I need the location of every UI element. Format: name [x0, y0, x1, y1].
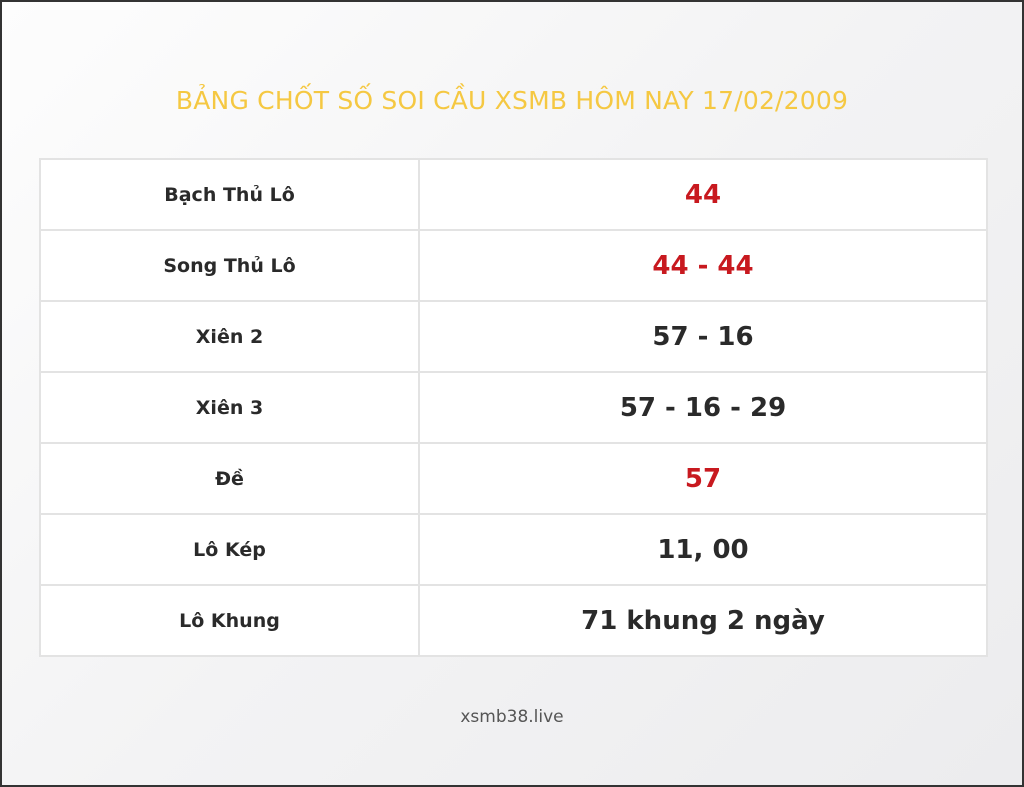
row-value: 71 khung 2 ngày: [418, 584, 988, 657]
row-label: Đề: [39, 442, 420, 515]
row-label: Xiên 3: [39, 371, 420, 444]
row-value: 44 - 44: [418, 229, 988, 302]
page-title: BẢNG CHỐT SỐ SOI CẦU XSMB HÔM NAY 17/02/…: [175, 86, 849, 115]
row-value: 57 - 16: [418, 300, 988, 373]
table-row: Xiên 3 57 - 16 - 29: [39, 371, 988, 444]
table-row: Song Thủ Lô 44 - 44: [39, 229, 988, 302]
row-label: Bạch Thủ Lô: [39, 158, 420, 231]
table-row: Đề 57: [39, 442, 988, 515]
row-value: 57 - 16 - 29: [418, 371, 988, 444]
table-row: Xiên 2 57 - 16: [39, 300, 988, 373]
row-value: 57: [418, 442, 988, 515]
site-footer: xsmb38.live: [460, 707, 564, 727]
row-label: Lô Kép: [39, 513, 420, 586]
row-value: 44: [418, 158, 988, 231]
table-row: Lô Khung 71 khung 2 ngày: [39, 584, 988, 657]
table-row: Bạch Thủ Lô 44: [39, 158, 988, 231]
row-value: 11, 00: [418, 513, 988, 586]
table-row: Lô Kép 11, 00: [39, 513, 988, 586]
row-label: Song Thủ Lô: [39, 229, 420, 302]
row-label: Lô Khung: [39, 584, 420, 657]
row-label: Xiên 2: [39, 300, 420, 373]
